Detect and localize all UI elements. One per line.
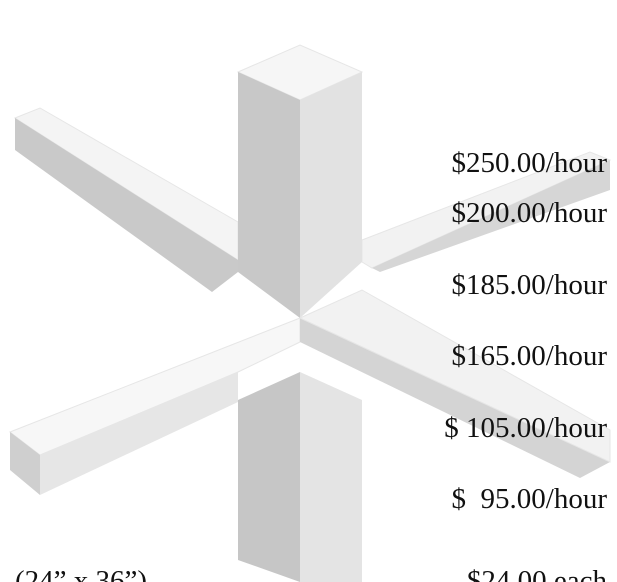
canvas: $250.00/hour $200.00/hour $185.00/hour $… [0, 0, 617, 582]
poster-size: (24” x 36”) [15, 565, 147, 582]
price-label: $185.00/hour [452, 269, 608, 301]
price-label: $ 95.00/hour [452, 483, 608, 515]
price-label: $ 105.00/hour [444, 412, 607, 444]
price-label: $250.00/hour [452, 147, 608, 179]
poster-price: $24.00 each [467, 565, 608, 582]
price-label: $200.00/hour [452, 197, 608, 229]
page: {"prices": ["$250.00/hour", "$200.00/hou… [0, 0, 617, 582]
price-label: $165.00/hour [452, 340, 608, 372]
